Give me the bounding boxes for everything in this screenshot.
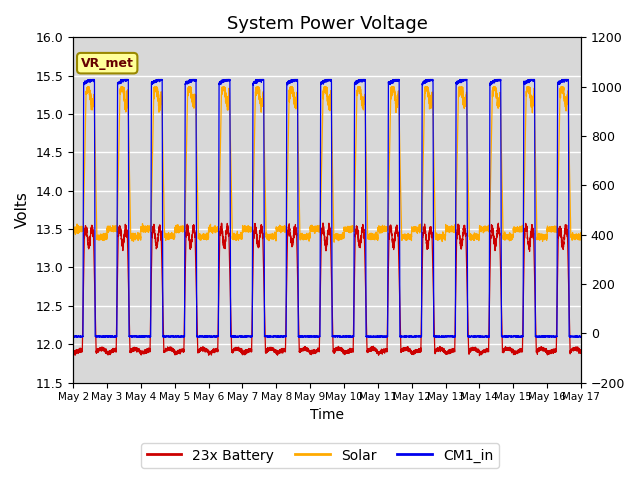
Title: System Power Voltage: System Power Voltage xyxy=(227,15,428,33)
Text: VR_met: VR_met xyxy=(81,57,134,70)
X-axis label: Time: Time xyxy=(310,408,344,422)
Y-axis label: Volts: Volts xyxy=(15,192,30,228)
Legend: 23x Battery, Solar, CM1_in: 23x Battery, Solar, CM1_in xyxy=(141,443,499,468)
